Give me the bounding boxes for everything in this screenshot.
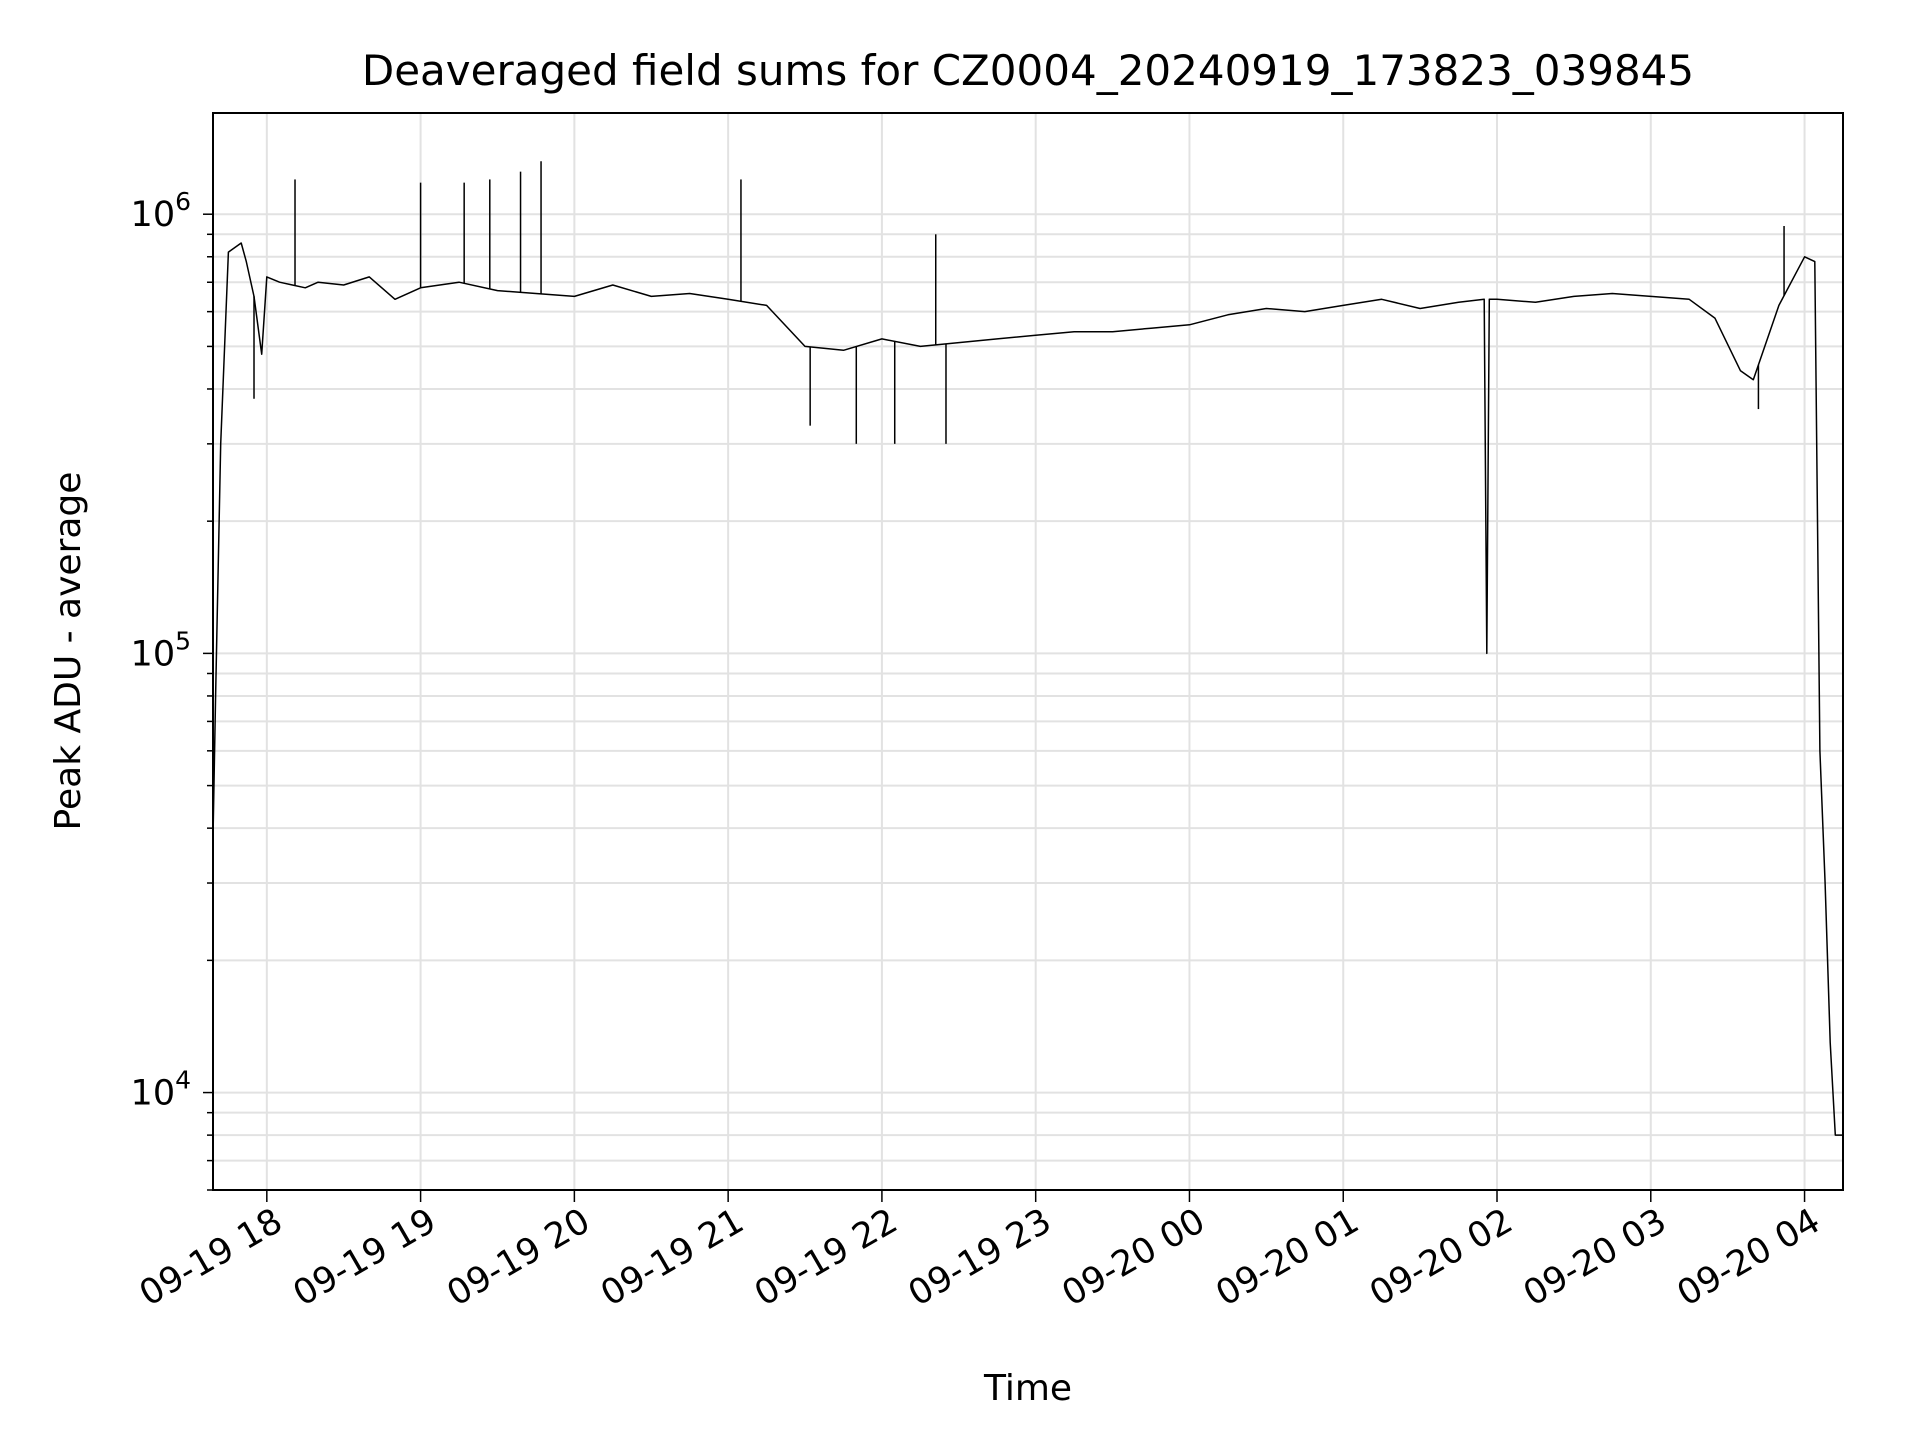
x-axis-label: Time: [983, 1368, 1072, 1409]
chart-title: Deaveraged field sums for CZ0004_2024091…: [362, 46, 1694, 95]
y-tick-label: 104: [131, 1066, 191, 1114]
data-series: [212, 161, 1843, 1136]
y-tick-label: 105: [131, 626, 191, 674]
y-tick-label: 106: [131, 187, 191, 235]
grid: [213, 113, 1843, 1191]
series-line: [212, 242, 1843, 1136]
y-axis-label: Peak ADU - average: [48, 472, 89, 831]
plot-frame: [212, 112, 1844, 1191]
